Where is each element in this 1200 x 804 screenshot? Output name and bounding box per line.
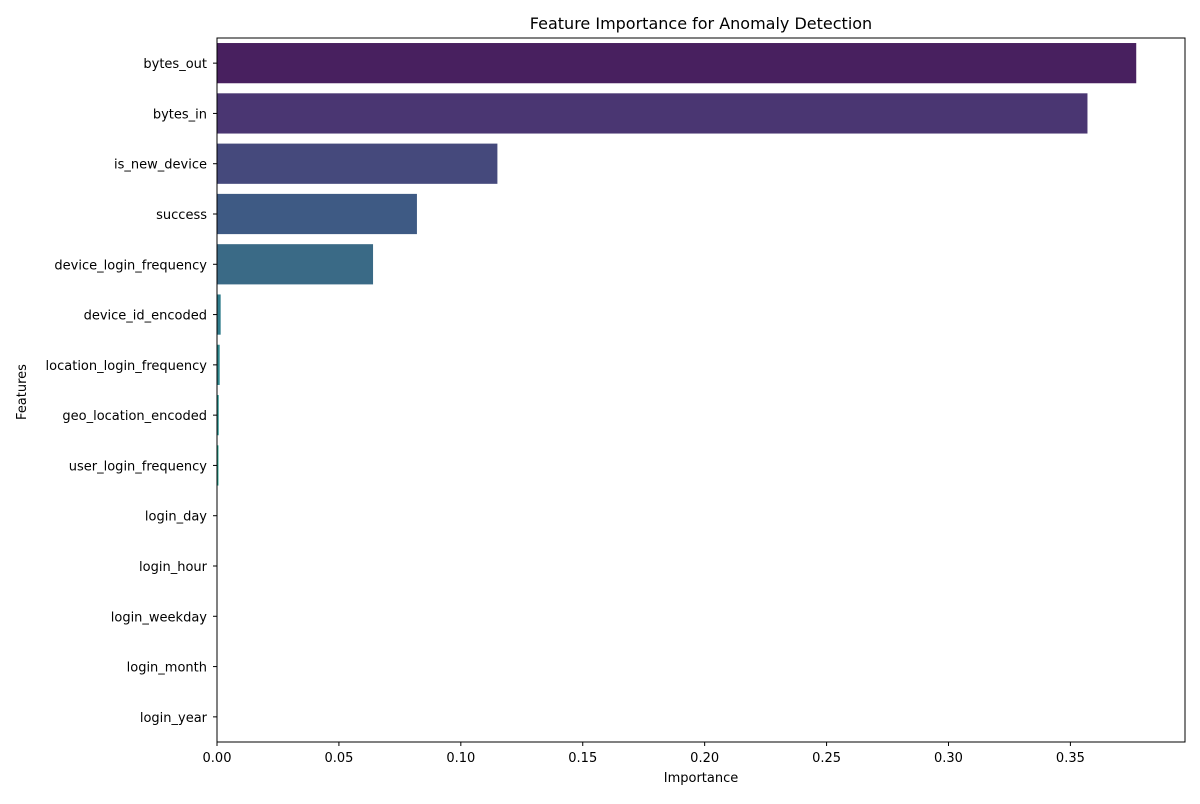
- chart-title: Feature Importance for Anomaly Detection: [530, 14, 872, 33]
- y-tick-label: login_day: [145, 510, 207, 525]
- bar-device-login-frequency: [217, 244, 374, 285]
- y-tick-label: geo_location_encoded: [62, 409, 207, 424]
- bars-group: [217, 43, 1137, 486]
- bar-bytes-out: [217, 43, 1137, 84]
- bar-bytes-in: [217, 93, 1088, 134]
- x-tick-label: 0.00: [203, 751, 232, 766]
- y-tick-label: login_year: [140, 711, 208, 726]
- bar-success: [217, 193, 417, 235]
- x-tick-label: 0.10: [446, 751, 475, 766]
- x-tick-label: 0.25: [812, 751, 841, 766]
- x-tick-label: 0.15: [568, 751, 597, 766]
- y-tick-label: location_login_frequency: [46, 359, 208, 374]
- bar-user-login-frequency: [217, 445, 219, 486]
- x-axis: 0.00 0.05 0.10 0.15 0.20 0.25 0.30 0.35: [203, 742, 1085, 766]
- y-tick-label: device_login_frequency: [54, 258, 207, 273]
- y-tick-label: login_hour: [139, 560, 208, 575]
- y-tick-label: success: [156, 208, 207, 223]
- y-tick-label: device_id_encoded: [84, 309, 207, 324]
- y-axis-title: Features: [15, 364, 30, 420]
- y-tick-label: bytes_in: [153, 107, 207, 122]
- x-axis-title: Importance: [664, 771, 739, 786]
- bar-location-login-frequency: [217, 344, 220, 385]
- y-tick-label: login_weekday: [111, 610, 208, 625]
- y-tick-label: bytes_out: [143, 57, 207, 72]
- x-tick-label: 0.05: [324, 751, 353, 766]
- x-tick-label: 0.35: [1056, 751, 1085, 766]
- bar-device-id-encoded: [217, 294, 221, 335]
- x-tick-label: 0.30: [934, 751, 963, 766]
- x-tick-label: 0.20: [690, 751, 719, 766]
- bar-geo-location-encoded: [217, 395, 219, 436]
- y-tick-label: is_new_device: [114, 158, 207, 173]
- y-tick-label: user_login_frequency: [69, 459, 208, 474]
- bar-is-new-device: [217, 143, 498, 184]
- plot-frame: [216, 37, 1186, 743]
- y-tick-label: login_month: [127, 661, 207, 676]
